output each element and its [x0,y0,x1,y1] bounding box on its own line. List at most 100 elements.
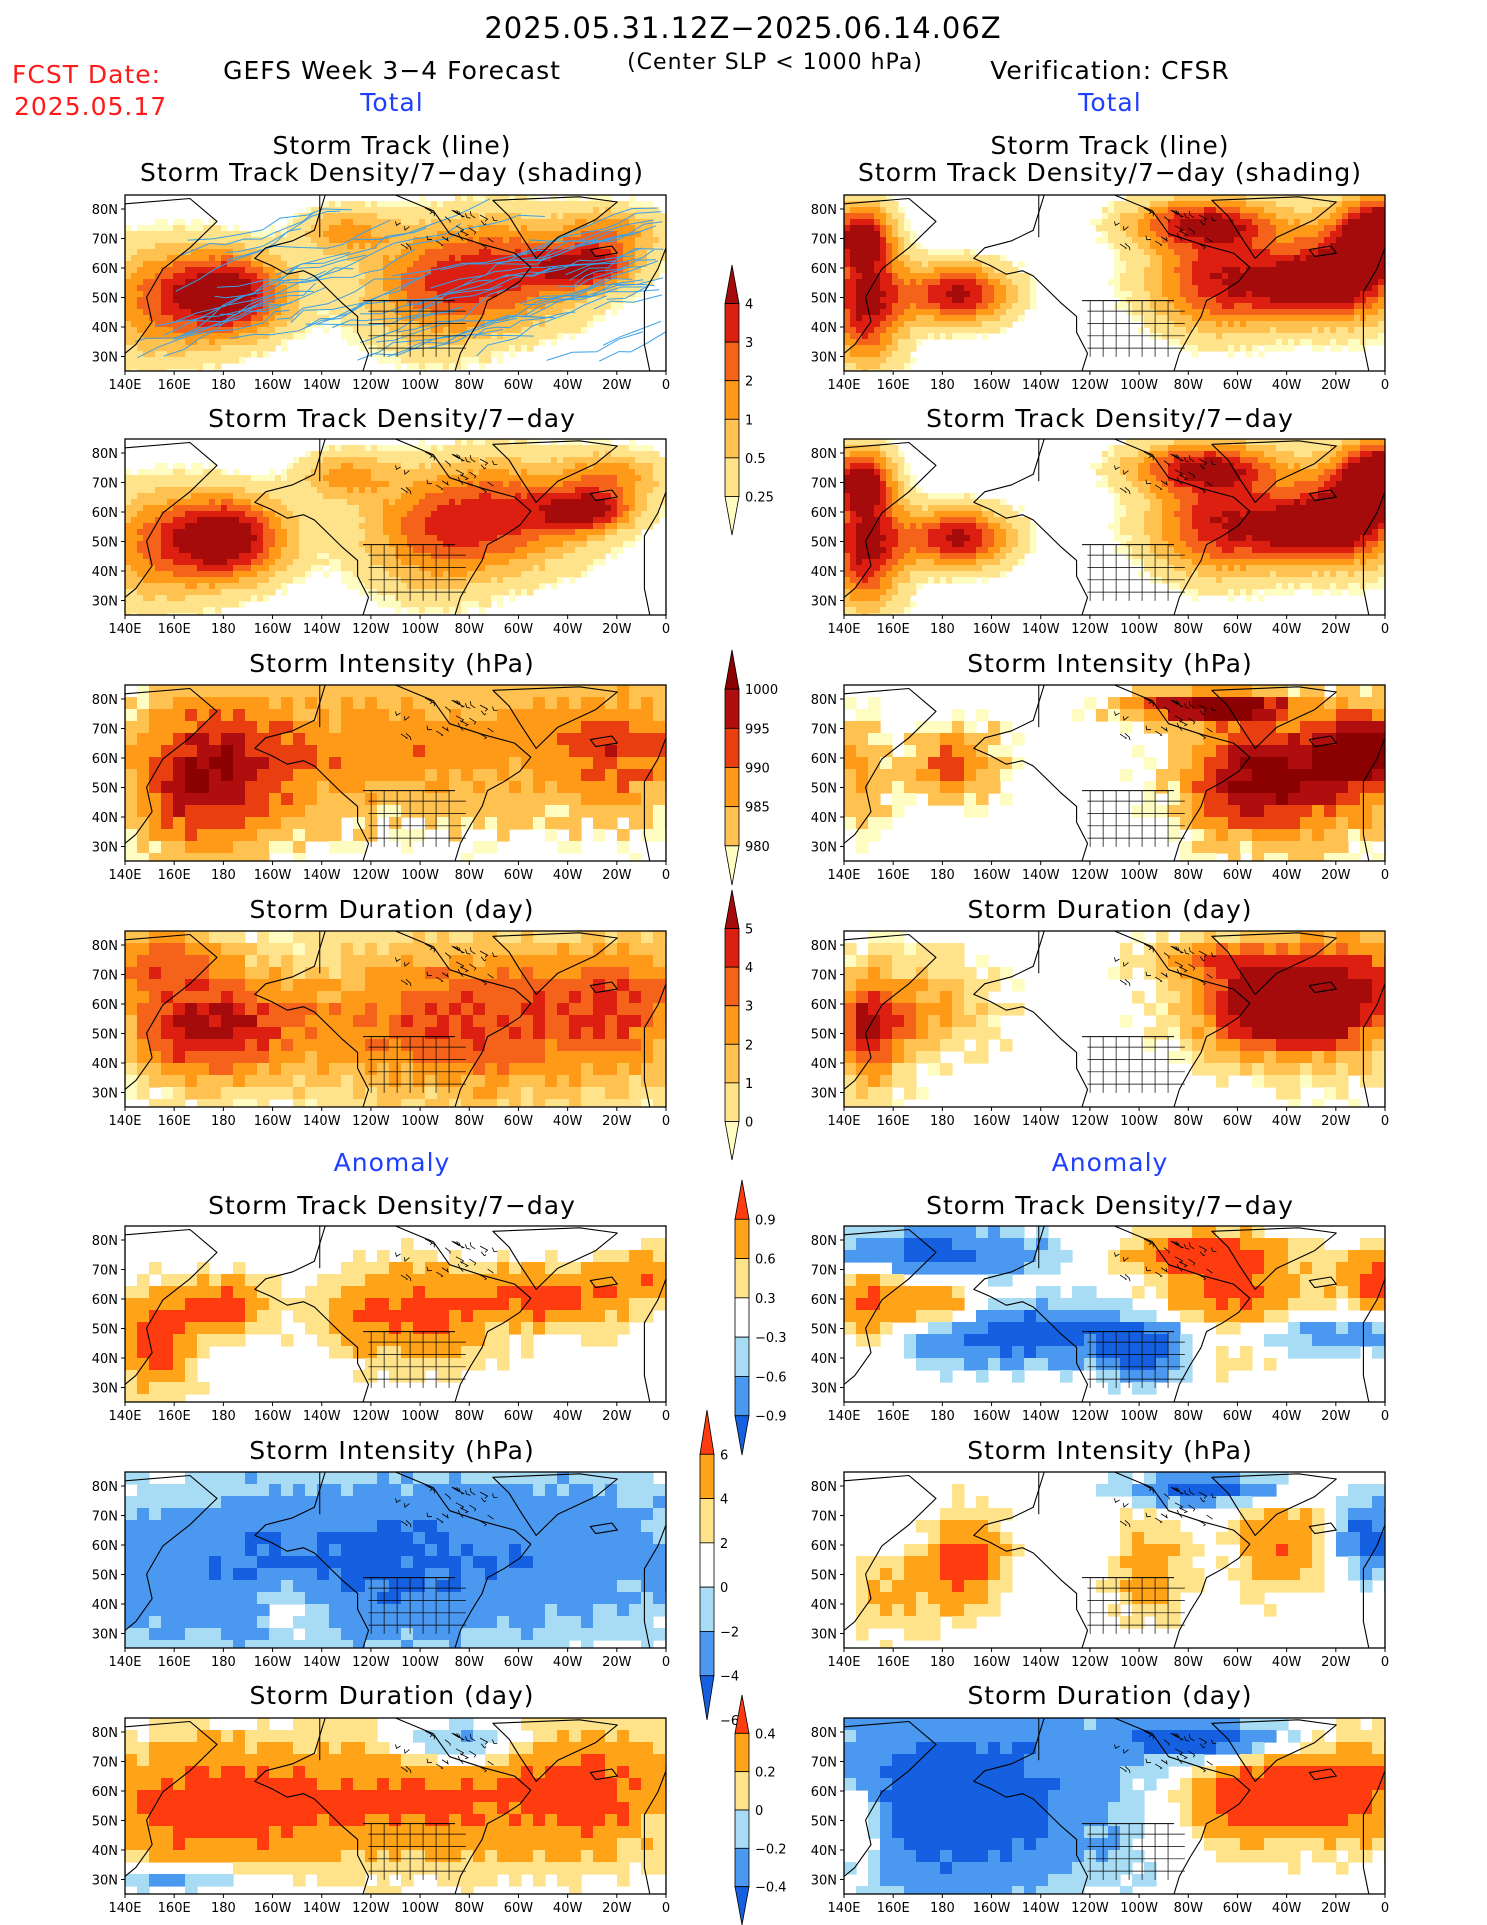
lat-tick-label: 60N [811,262,837,277]
lon-tick-label: 120W [1071,378,1109,393]
colorbar-anom-intensity-top-arrow [699,1409,715,1455]
lat-tick-label: 70N [92,723,118,738]
panel-title-track-line-left: Storm Track (line) [272,131,512,160]
lat-tick-label: 80N [92,447,118,462]
colorbar-anom-density-label: 0.6 [755,1253,776,1268]
colorbar-density-top-arrow [724,264,740,304]
lon-tick-label: 160W [973,1655,1011,1670]
lon-tick-label: 100W [401,1409,439,1424]
map-panel-cfsr-3-frame [843,930,1386,1108]
lat-tick-label: 30N [811,841,837,856]
lon-tick-label: 160W [254,378,292,393]
lon-tick-label: 120W [352,1409,390,1424]
lon-tick-label: 140E [108,1901,141,1916]
colorbar-anom-intensity-segment [699,1542,715,1588]
lon-tick-label: 160W [254,1901,292,1916]
lat-tick-label: 40N [811,1352,837,1367]
panel-title-duration-left: Storm Duration (day) [249,895,535,924]
colorbar-anom-density-label: −0.9 [755,1410,787,1425]
lon-tick-label: 40W [1272,1114,1302,1129]
lat-tick-label: 70N [811,477,837,492]
lat-tick-label: 70N [92,233,118,248]
map-panel-cfsr-1-frame [843,438,1386,616]
right-column-title: Verification: CFSR [990,56,1230,85]
lat-tick-label: 50N [92,536,118,551]
lon-tick-label: 60W [504,1409,534,1424]
lat-tick-label: 60N [92,1785,118,1800]
panel-title-duration-right: Storm Duration (day) [967,895,1253,924]
lat-tick-label: 70N [811,723,837,738]
lon-tick-label: 140W [1022,1409,1060,1424]
lat-tick-label: 80N [811,693,837,708]
lat-tick-label: 60N [92,1293,118,1308]
lon-tick-label: 180 [930,1901,955,1916]
lon-tick-label: 140E [108,1655,141,1670]
lon-tick-label: 20W [602,1409,632,1424]
total-label-right: Total [1078,88,1142,117]
lat-tick-label: 80N [92,1234,118,1249]
lat-tick-label: 60N [92,998,118,1013]
lon-tick-label: 140E [827,622,860,637]
lon-tick-label: 40W [553,1409,583,1424]
lon-tick-label: 40W [553,622,583,637]
lat-tick-label: 60N [92,506,118,521]
lon-tick-label: 120W [1071,1114,1109,1129]
lon-tick-label: 140E [108,378,141,393]
lon-tick-label: 140W [303,1901,341,1916]
lon-tick-label: 0 [662,622,670,637]
lat-tick-label: 30N [811,1087,837,1102]
colorbar-duration-label: 3 [745,1000,753,1015]
lon-tick-label: 140W [1022,1901,1060,1916]
lon-tick-label: 160W [254,622,292,637]
lon-tick-label: 120W [1071,1409,1109,1424]
colorbar-duration-bottom-arrow [724,1121,740,1161]
lat-tick-label: 80N [92,203,118,218]
lat-tick-label: 60N [811,1539,837,1554]
lon-tick-label: 140E [827,1114,860,1129]
lon-tick-label: 40W [553,378,583,393]
lon-tick-label: 80W [1174,868,1204,883]
lon-tick-label: 60W [504,1655,534,1670]
lon-tick-label: 160W [973,622,1011,637]
lon-tick-label: 140W [303,1114,341,1129]
lon-tick-label: 0 [1381,868,1389,883]
lon-tick-label: 60W [1223,868,1253,883]
left-column-title: GEFS Week 3−4 Forecast [223,56,561,85]
colorbar-duration-label: 1 [745,1077,753,1092]
lat-tick-label: 30N [811,1628,837,1643]
lat-tick-label: 80N [92,693,118,708]
lat-tick-label: 60N [811,1293,837,1308]
lon-tick-label: 120W [1071,622,1109,637]
colorbar-duration-top-arrow [724,889,740,929]
lon-tick-label: 60W [1223,1901,1253,1916]
map-panel-cfsr-0-frame [843,194,1386,372]
map-panel-gefs-0: 80N 70N 60N 50N 40N 30N 140E 160E 180 160W 140W 120… [92,194,670,393]
anomaly-label-right: Anomaly [1051,1148,1169,1177]
lat-tick-label: 30N [92,1628,118,1643]
map-panel-gefs-1: 80N 70N 60N 50N 40N 30N 140E 160E 180 160W 140W 120… [92,438,670,637]
lon-tick-label: 120W [1071,1655,1109,1670]
slp-subtitle: (Center SLP < 1000 hPa) [627,50,923,75]
lon-tick-label: 40W [1272,1655,1302,1670]
colorbar-anom-density-label: −0.3 [755,1331,787,1346]
colorbar-anom-intensity-segment [699,1453,715,1499]
colorbar-anom-density-label: 0.3 [755,1292,776,1307]
lon-tick-label: 0 [662,868,670,883]
lon-tick-label: 20W [1321,1655,1351,1670]
lon-tick-label: 160E [158,1901,191,1916]
colorbar-intensity-top-arrow [724,649,740,690]
map-panel-gefs-6: 80N 70N 60N 50N 40N 30N 140E 160E 180 160W 140W 120… [92,1717,670,1916]
lat-tick-label: 40N [811,565,837,580]
colorbar-anom-intensity-label: 4 [720,1493,728,1508]
lon-tick-label: 180 [930,1114,955,1129]
lat-tick-label: 50N [811,1815,837,1830]
lon-tick-label: 160E [877,1409,910,1424]
lon-tick-label: 80W [455,1655,485,1670]
lon-tick-label: 120W [352,868,390,883]
colorbar-intensity-label: 980 [745,840,770,855]
lat-tick-label: 60N [811,506,837,521]
lon-tick-label: 60W [1223,378,1253,393]
colorbar-duration-label: 2 [745,1038,753,1053]
lon-tick-label: 20W [1321,1901,1351,1916]
colorbar-density-label: 3 [745,336,753,351]
